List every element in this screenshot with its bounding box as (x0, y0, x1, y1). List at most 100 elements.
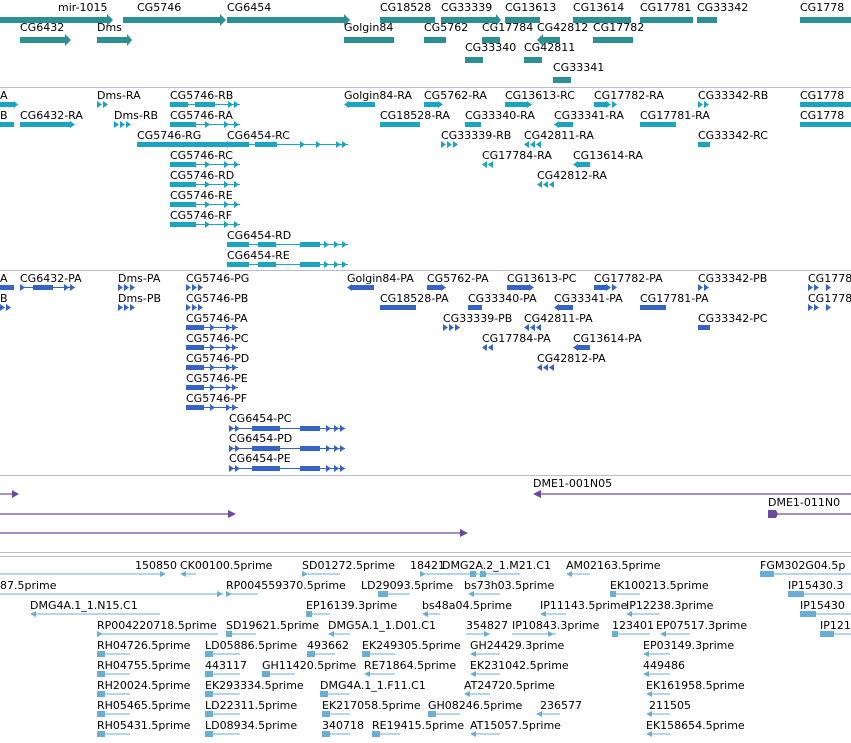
est-glyph[interactable] (97, 711, 130, 717)
est-glyph[interactable] (0, 591, 223, 597)
transcript-glyph[interactable] (380, 122, 420, 127)
protein-glyph[interactable] (20, 284, 75, 291)
est-glyph[interactable] (320, 691, 350, 697)
est-glyph[interactable] (226, 591, 258, 597)
est-glyph[interactable] (420, 571, 470, 577)
est-glyph[interactable] (302, 571, 340, 577)
est-glyph[interactable] (470, 731, 500, 737)
protein-glyph[interactable] (808, 284, 831, 291)
protein-glyph[interactable] (554, 304, 573, 311)
transcript-glyph[interactable] (573, 161, 590, 168)
gene-bar[interactable] (482, 37, 500, 43)
transcript-glyph[interactable] (537, 181, 554, 188)
transcript-glyph[interactable] (640, 122, 676, 127)
est-glyph[interactable] (364, 671, 395, 677)
transcript-glyph[interactable] (465, 122, 481, 127)
protein-glyph[interactable] (698, 325, 710, 330)
est-glyph[interactable] (566, 571, 590, 577)
transcript-glyph[interactable] (424, 101, 443, 108)
gene-bar[interactable] (800, 17, 851, 23)
transcript-glyph[interactable] (441, 141, 458, 148)
est-glyph[interactable] (180, 571, 196, 577)
gene-bar[interactable] (380, 17, 435, 23)
est-glyph[interactable] (328, 631, 350, 637)
est-glyph[interactable] (205, 691, 240, 697)
protein-glyph[interactable] (468, 305, 482, 310)
est-glyph[interactable] (788, 591, 851, 597)
est-glyph[interactable] (226, 631, 256, 637)
protein-glyph[interactable] (186, 364, 238, 371)
est-glyph[interactable] (760, 571, 851, 577)
est-glyph[interactable] (0, 571, 166, 577)
transcript-glyph[interactable] (698, 142, 710, 147)
transcript-glyph[interactable] (170, 221, 240, 228)
gene-bar[interactable] (573, 17, 631, 23)
protein-glyph[interactable] (573, 344, 590, 351)
transcript-glyph[interactable] (482, 161, 493, 168)
protein-glyph[interactable] (347, 284, 374, 291)
gene-bar[interactable] (465, 57, 483, 63)
transcript-glyph[interactable] (227, 261, 348, 268)
est-glyph[interactable] (322, 731, 350, 737)
protein-glyph[interactable] (380, 305, 416, 310)
gene-bar[interactable] (0, 17, 107, 23)
est-glyph[interactable] (97, 691, 130, 697)
transcript-glyph[interactable] (114, 121, 131, 128)
gene-bar[interactable] (227, 17, 344, 23)
est-glyph[interactable] (97, 671, 130, 677)
gene-bar[interactable] (553, 77, 571, 83)
est-glyph[interactable] (422, 611, 440, 617)
est-glyph[interactable] (205, 671, 240, 677)
est-glyph[interactable] (362, 651, 395, 657)
est-glyph[interactable] (626, 611, 660, 617)
protein-glyph[interactable] (524, 324, 541, 331)
gene-bar[interactable] (97, 37, 127, 43)
protein-glyph[interactable] (0, 285, 14, 290)
gene-bar[interactable] (593, 37, 633, 43)
protein-glyph[interactable] (427, 284, 446, 291)
est-glyph[interactable] (306, 611, 330, 617)
protein-glyph[interactable] (229, 425, 345, 432)
est-glyph[interactable] (470, 671, 500, 677)
transcript-glyph[interactable] (170, 201, 240, 208)
est-glyph[interactable] (643, 651, 670, 657)
protein-glyph[interactable] (640, 305, 666, 310)
est-glyph[interactable] (205, 711, 240, 717)
transcript-glyph[interactable] (0, 101, 18, 108)
est-glyph[interactable] (307, 651, 335, 657)
est-glyph[interactable] (800, 611, 851, 617)
protein-glyph[interactable] (507, 284, 534, 291)
est-glyph[interactable] (610, 591, 640, 597)
protein-glyph[interactable] (229, 445, 345, 452)
protein-glyph[interactable] (186, 284, 203, 291)
est-glyph[interactable] (205, 731, 240, 737)
est-glyph[interactable] (30, 611, 160, 617)
transcript-glyph[interactable] (170, 121, 240, 128)
est-glyph[interactable] (205, 651, 240, 657)
protein-glyph[interactable] (443, 324, 460, 331)
est-glyph[interactable] (97, 651, 130, 657)
protein-glyph[interactable] (186, 344, 238, 351)
est-glyph[interactable] (540, 611, 566, 617)
clone-glyph[interactable] (0, 510, 236, 518)
est-glyph[interactable] (646, 691, 670, 697)
gene-bar[interactable] (697, 17, 717, 23)
gene-bar[interactable] (424, 37, 446, 43)
gene-bar[interactable] (344, 37, 394, 43)
gene-bar[interactable] (20, 37, 65, 43)
protein-glyph[interactable] (118, 304, 135, 311)
protein-glyph[interactable] (482, 344, 493, 351)
est-glyph[interactable] (646, 731, 670, 737)
gene-bar[interactable] (64, 17, 69, 23)
gene-bar[interactable] (543, 37, 560, 43)
gene-bar[interactable] (441, 17, 496, 23)
est-glyph[interactable] (646, 711, 670, 717)
gene-bar[interactable] (505, 17, 540, 23)
protein-glyph[interactable] (118, 284, 135, 291)
est-glyph[interactable] (372, 731, 400, 737)
est-glyph[interactable] (468, 591, 500, 597)
est-glyph[interactable] (262, 671, 295, 677)
transcript-glyph[interactable] (137, 141, 232, 148)
protein-glyph[interactable] (537, 364, 554, 371)
gene-bar[interactable] (123, 17, 220, 23)
